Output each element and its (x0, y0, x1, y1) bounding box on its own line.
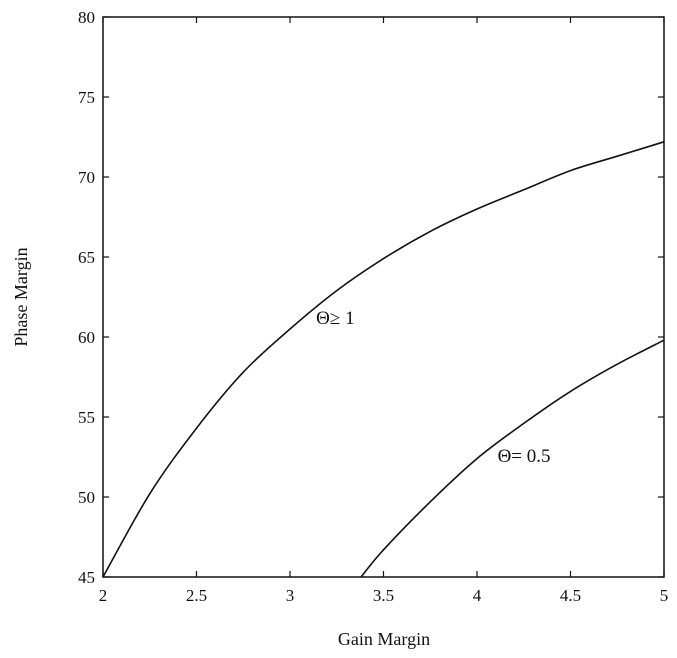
y-axis-label: Phase Margin (11, 247, 31, 346)
y-tick-label: 45 (78, 568, 95, 587)
x-tick-label: 5 (660, 586, 669, 605)
curve-annotations: Θ≥ 1 Θ= 0.5 (316, 308, 550, 467)
curves (102, 141, 665, 578)
y-tick-label: 50 (78, 488, 95, 507)
curve-label-1: Θ≥ 1 (316, 308, 354, 329)
curve-series-1 (102, 141, 665, 578)
y-tick-label: 75 (78, 88, 95, 107)
x-tick-label: 4.5 (560, 586, 581, 605)
x-tick-label: 4 (473, 586, 482, 605)
axis-tick-labels: 2 2.5 3 3.5 4 4.5 5 45 50 55 60 65 70 75 80 (78, 8, 668, 605)
x-tick-label: 3 (286, 586, 295, 605)
y-tick-label: 60 (78, 328, 95, 347)
y-tick-label: 70 (78, 168, 95, 187)
x-tick-label: 2.5 (186, 586, 207, 605)
x-tick-label: 2 (99, 586, 108, 605)
y-tick-label: 80 (78, 8, 95, 27)
y-tick-label: 55 (78, 408, 95, 427)
plot-frame (102, 16, 665, 578)
curve-series-2 (360, 339, 665, 578)
x-axis-label: Gain Margin (338, 629, 430, 649)
x-tick-label: 3.5 (373, 586, 394, 605)
axis-ticks (102, 16, 665, 578)
curve-label-2: Θ= 0.5 (498, 446, 551, 467)
y-tick-label: 65 (78, 248, 95, 267)
